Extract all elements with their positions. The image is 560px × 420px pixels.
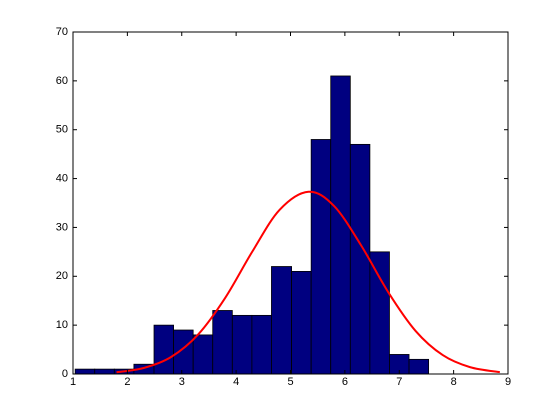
x-tick-label: 7 — [396, 376, 402, 388]
fit-line — [116, 190, 501, 374]
y-tick-label: 40 — [56, 172, 68, 184]
bar — [349, 143, 371, 375]
bar — [94, 368, 115, 375]
bar — [369, 251, 390, 375]
bar — [231, 314, 253, 375]
bar — [74, 368, 96, 375]
x-tick-label: 5 — [287, 376, 293, 388]
y-tick-label: 50 — [56, 124, 68, 136]
ticks: 1 2 3 4 5 6 7 8 9 0 10 20 30 40 50 60 70 — [56, 26, 511, 388]
bar — [173, 329, 194, 375]
y-tick-label: 70 — [56, 26, 68, 38]
x-tick-label: 9 — [505, 376, 511, 388]
bars — [74, 75, 430, 375]
bar — [212, 310, 233, 375]
bar — [271, 266, 292, 375]
bar — [192, 334, 214, 375]
y-tick-label: 60 — [56, 75, 68, 87]
fit — [116, 190, 501, 374]
y-tick-label: 0 — [62, 368, 68, 380]
x-tick-label: 4 — [233, 376, 239, 388]
x-tick-label: 8 — [451, 376, 457, 388]
y-tick-label: 20 — [56, 270, 68, 282]
y-tick-label: 30 — [56, 221, 68, 233]
bar — [251, 314, 272, 375]
y-tick-label: 10 — [56, 319, 68, 331]
x-tick-label: 2 — [124, 376, 130, 388]
x-tick-label: 6 — [342, 376, 348, 388]
bar — [310, 139, 332, 375]
x-tick-label: 3 — [179, 376, 185, 388]
bar — [408, 358, 430, 375]
bar — [153, 324, 174, 375]
x-tick-label: 1 — [70, 376, 76, 388]
bar — [291, 270, 312, 375]
